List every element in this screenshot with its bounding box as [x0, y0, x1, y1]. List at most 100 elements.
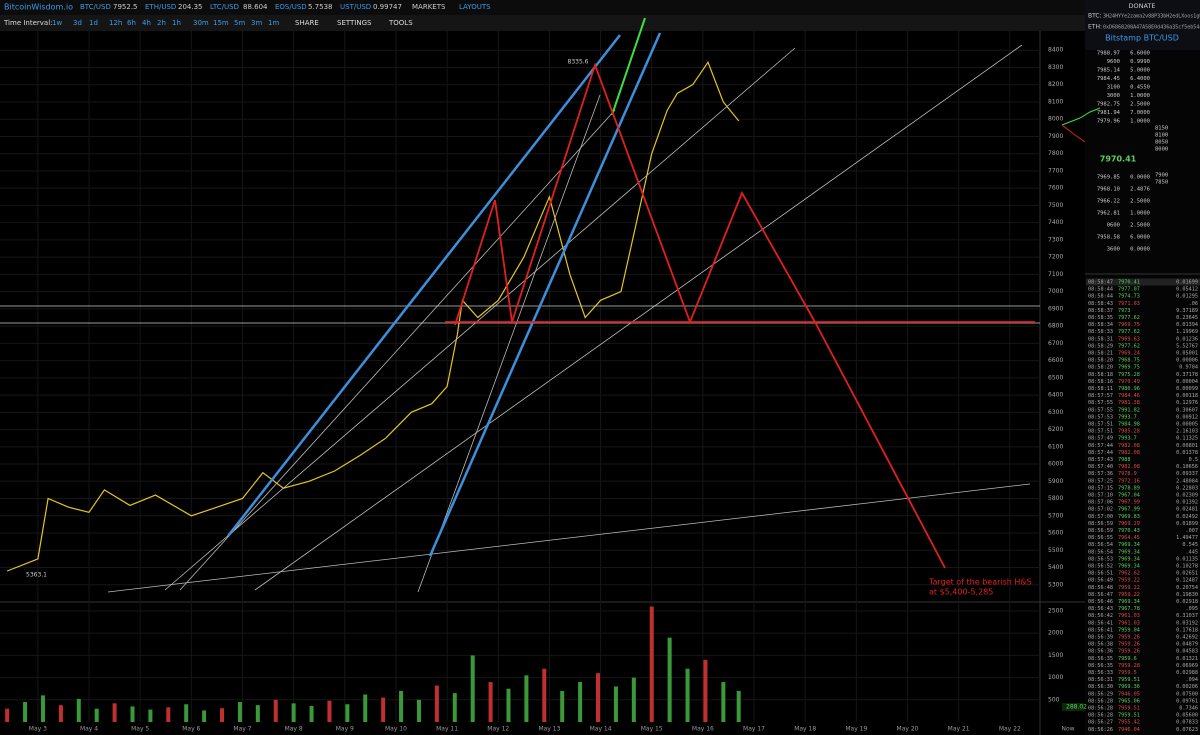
trade-price: 7967.99 — [1118, 500, 1140, 506]
toolbar-menu[interactable]: TOOLS — [388, 19, 413, 27]
price-line — [6, 61, 740, 572]
volume-bar — [649, 606, 654, 722]
volume-bar — [578, 682, 583, 722]
donate-title: DONATE — [1128, 2, 1155, 10]
current-volume: 288.02 — [1066, 704, 1087, 711]
price-tick-label: 7300 — [1048, 236, 1063, 243]
interval-button[interactable]: 30m — [193, 19, 209, 27]
bid-size: 2.5000 — [1130, 223, 1150, 229]
price-tick-label: 6300 — [1048, 409, 1063, 416]
bid-price: 7958.58 — [1097, 235, 1120, 241]
ticker-price: 88.604 — [243, 3, 268, 11]
toolbar — [0, 15, 1085, 31]
trade-time: 08:57:25 — [1088, 478, 1113, 484]
trade-price: 7969.24 — [1118, 351, 1140, 357]
ask-price: 7984.45 — [1097, 76, 1120, 82]
interval-button[interactable]: 4h — [142, 19, 151, 27]
trade-amount: 0.01378 — [1176, 450, 1198, 456]
ticker-pair[interactable]: LTC/USD — [210, 3, 239, 11]
volume-bar — [631, 677, 636, 722]
trade-amount: 0.00912 — [1176, 414, 1198, 420]
trade-amount: .007 — [1186, 528, 1199, 534]
ticker-pair[interactable]: BTC/USD — [80, 3, 111, 11]
trade-price: 7969.34 — [1118, 599, 1140, 605]
trade-price: 7968.75 — [1118, 358, 1140, 364]
trade-price: 7946.04 — [1118, 727, 1140, 733]
menu[interactable]: MARKETS — [412, 3, 446, 11]
price-tick-label: 7800 — [1048, 150, 1063, 157]
trade-price: 7959.04 — [1118, 627, 1140, 633]
channel-line — [227, 34, 621, 537]
toolbar-menu[interactable]: SHARE — [295, 19, 319, 27]
trade-amount: 0.04583 — [1176, 649, 1198, 655]
volume-tick-label: 1000 — [1048, 674, 1063, 681]
date-label: May 12 — [487, 726, 509, 733]
low-label: 5363.1 — [26, 572, 47, 579]
trade-amount: .095 — [1186, 606, 1199, 612]
trade-price: 7959.28 — [1118, 663, 1140, 669]
date-label: May 8 — [285, 726, 303, 733]
trade-time: 08:57:51 — [1088, 429, 1113, 435]
ask-price: 7979.96 — [1097, 119, 1120, 125]
volume-bar — [148, 709, 153, 722]
trade-price: 7959.51 — [1118, 677, 1140, 683]
ask-price: 9600 — [1107, 59, 1120, 65]
ask-size: 2.5000 — [1130, 102, 1150, 108]
date-label: May 13 — [538, 726, 560, 733]
interval-button[interactable]: 1w — [52, 19, 62, 27]
interval-button[interactable]: 6h — [127, 19, 136, 27]
trade-time: 08:56:38 — [1088, 642, 1113, 648]
interval-button[interactable]: 12h — [109, 19, 122, 27]
bid-price: 7969.85 — [1097, 175, 1120, 181]
trade-amount: 0.01135 — [1176, 556, 1198, 562]
trade-amount: 0.07623 — [1176, 727, 1198, 733]
trade-price: 7969.34 — [1118, 564, 1140, 570]
volume-bar — [736, 690, 741, 722]
trade-price: 7969.29 — [1118, 521, 1140, 527]
ask-price: 7981.94 — [1097, 110, 1121, 116]
interval-button[interactable]: 2h — [157, 19, 166, 27]
ticker-pair[interactable]: ETH/USD — [145, 3, 176, 11]
trade-time: 08:56:48 — [1088, 585, 1113, 591]
trade-price: 7977.62 — [1118, 315, 1140, 321]
bid-size: 0.0000 — [1130, 247, 1150, 253]
volume-bar — [130, 706, 135, 722]
date-label: May 18 — [794, 726, 816, 733]
interval-button[interactable]: 3d — [73, 19, 82, 27]
trade-amount: .06 — [1189, 301, 1198, 307]
ticker-pair[interactable]: UST/USD — [340, 3, 371, 11]
bid-size: 2.4876 — [1130, 187, 1150, 193]
trade-price: 7959.26 — [1118, 642, 1140, 648]
trade-amount: 0.20754 — [1176, 585, 1198, 591]
trade-time: 08:57:53 — [1088, 414, 1113, 420]
price-tick-label: 7100 — [1048, 271, 1063, 278]
toolbar-menu[interactable]: SETTINGS — [337, 19, 372, 27]
interval-button[interactable]: 5m — [234, 19, 245, 27]
interval-button[interactable]: 1h — [172, 19, 181, 27]
interval-button[interactable]: 1m — [268, 19, 279, 27]
trade-time: 08:56:33 — [1088, 670, 1113, 676]
trade-time: 08:56:30 — [1088, 684, 1113, 690]
trend-line — [179, 109, 616, 591]
price-tick-label: 6400 — [1048, 392, 1063, 399]
volume-bar — [237, 702, 242, 722]
volume-bar — [5, 708, 10, 722]
volume-bar — [112, 703, 117, 722]
donate-address: 3H24HYYe2zama2v88P33bH2edLXoos1gUd — [1103, 14, 1200, 20]
menu[interactable]: LAYOUTS — [459, 3, 491, 11]
trade-time: 08:57:06 — [1088, 500, 1113, 506]
trend-line — [254, 44, 1023, 591]
trade-amount: 0.07833 — [1176, 720, 1198, 726]
trade-price: 7977.62 — [1118, 329, 1140, 335]
interval-button[interactable]: 15m — [213, 19, 229, 27]
panel-title-bg — [1085, 32, 1200, 45]
date-label: Now — [1061, 726, 1074, 733]
green-line — [611, 17, 646, 116]
side-panel — [1085, 50, 1200, 735]
interval-button[interactable]: 1d — [89, 19, 98, 27]
price-tick-label: 6600 — [1048, 357, 1063, 364]
trade-amount: 0.12487 — [1176, 578, 1198, 584]
interval-button[interactable]: 3m — [251, 19, 262, 27]
ticker-pair[interactable]: EOS/USD — [275, 3, 307, 11]
